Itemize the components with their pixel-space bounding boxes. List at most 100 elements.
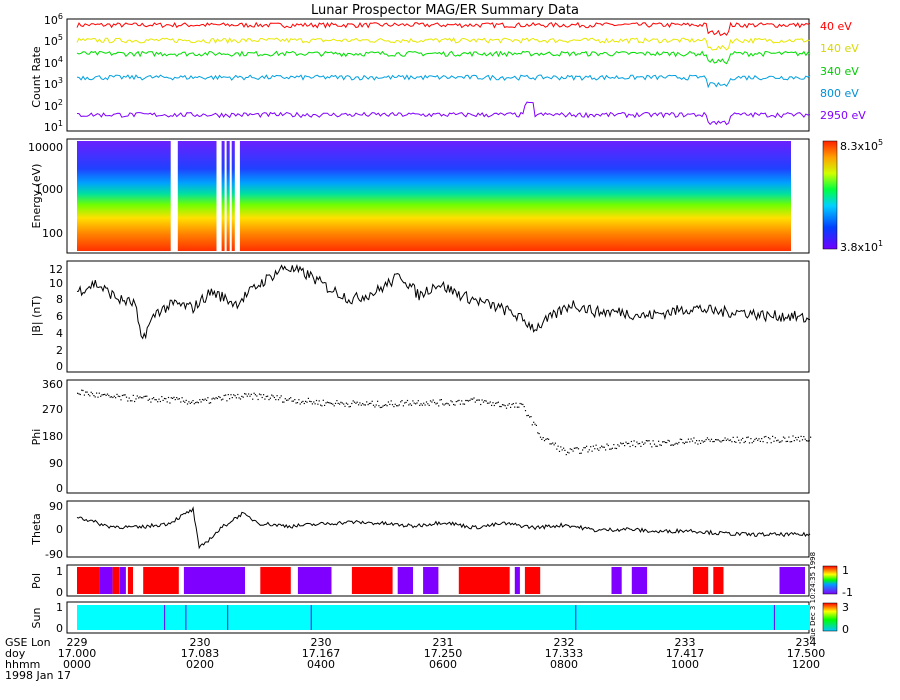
sun-tick-1: 1 (56, 601, 63, 614)
sun-tick-0: 0 (56, 622, 63, 635)
spectrogram-gap (216, 141, 222, 251)
sun-colorbar-max: 3 (842, 601, 849, 614)
phi-point (229, 398, 231, 400)
phi-point (577, 448, 580, 450)
phi-point (454, 404, 456, 406)
phi-point (294, 399, 296, 401)
phi-point (742, 437, 744, 439)
phi-point (739, 442, 741, 444)
phi-point (328, 402, 330, 404)
phi-point (180, 401, 182, 403)
phi-point (325, 402, 327, 404)
phi-point (108, 394, 110, 397)
phi-point (337, 402, 339, 404)
phi-point (458, 399, 460, 401)
phi-point (125, 396, 128, 398)
phi-point (101, 394, 103, 396)
phi-point (356, 401, 358, 403)
x-tick-lon: 234 (796, 636, 817, 649)
phi-point (743, 441, 745, 444)
phi-point (576, 447, 578, 449)
phi-point (341, 402, 343, 404)
phi-point (320, 404, 322, 406)
phi-point (151, 398, 153, 400)
x-tick-lon: 230 (311, 636, 332, 649)
phi-point (715, 439, 717, 441)
phi-point (344, 405, 346, 407)
phi-point (652, 440, 654, 442)
phi-point (252, 398, 254, 400)
phi-point (91, 393, 94, 395)
phi-point (793, 440, 795, 442)
phi-point (552, 442, 554, 444)
phi-point (324, 404, 326, 406)
phi-point (343, 403, 345, 405)
phi-point (746, 436, 748, 439)
phi-point (503, 404, 505, 406)
phi-point (466, 399, 468, 402)
phi-point (792, 435, 794, 437)
x-tick-doy: 17.083 (181, 647, 220, 660)
phi-point (698, 440, 700, 442)
phi-point (389, 403, 391, 405)
phi-point (396, 405, 398, 407)
count-rate-line-3 (76, 74, 811, 89)
phi-point (465, 399, 467, 402)
phi-point (362, 403, 364, 405)
x-tick-doy: 17.417 (666, 647, 705, 660)
phi-point (681, 438, 683, 441)
phi-point (493, 404, 495, 407)
phi-point (788, 436, 790, 438)
phi-point (398, 404, 400, 406)
pol-tick-0: 0 (56, 586, 63, 599)
phi-point (590, 446, 592, 448)
phi-point (157, 401, 159, 403)
phi-point (664, 441, 666, 444)
phi-point (804, 438, 806, 440)
phi-point (800, 435, 802, 437)
phi-point (241, 395, 243, 397)
phi-point (736, 436, 738, 438)
phi-point (431, 401, 433, 403)
polarity-segment (260, 567, 291, 594)
x-tick-lon: 230 (190, 636, 211, 649)
energy-ylabel: Energy (eV) (30, 164, 43, 229)
phi-point (212, 397, 214, 399)
phi-point (239, 398, 242, 400)
phi-point (387, 401, 389, 403)
phi-point (372, 404, 375, 406)
phi-point (611, 447, 613, 449)
phi-point (161, 396, 163, 398)
phi-point (613, 444, 615, 446)
theta-line (76, 506, 811, 550)
phi-point (124, 394, 126, 396)
polarity-segment (397, 567, 413, 594)
phi-point (203, 399, 205, 401)
count-rate-lines (76, 21, 811, 126)
phi-point (713, 440, 715, 443)
phi-point (693, 437, 695, 439)
phi-point (408, 404, 410, 406)
count-rate-ylabel: Count Rate (30, 46, 43, 108)
phi-point (583, 447, 585, 449)
phi-point (777, 439, 779, 441)
phi-point (353, 401, 356, 403)
phi-points (77, 389, 812, 456)
phi-point (565, 454, 567, 456)
phi-point (358, 404, 360, 406)
phi-point (678, 441, 680, 444)
phi-point (177, 398, 179, 400)
phi-point (450, 400, 452, 402)
phi-point (109, 396, 111, 398)
phi-point (402, 405, 404, 407)
phi-point (810, 436, 812, 438)
phi-point (727, 438, 729, 440)
phi-point (87, 393, 90, 396)
phi-point (524, 410, 527, 412)
phi-point (481, 399, 483, 401)
phi-point (596, 448, 599, 450)
bmag-tick-0: 0 (56, 360, 63, 373)
x-row-label-hhmm: hhmm (5, 658, 40, 671)
phi-point (508, 403, 510, 405)
phi-point (448, 404, 451, 406)
